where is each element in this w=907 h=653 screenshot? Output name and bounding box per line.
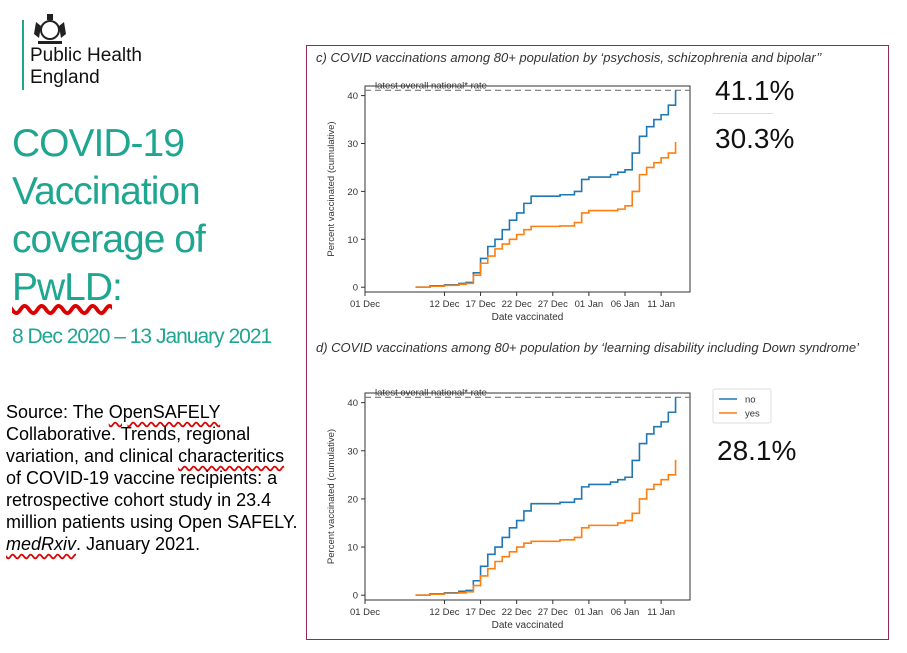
x-tick-label: 01 Jan <box>575 607 604 618</box>
source-t2: OpenSAFELY <box>108 402 221 422</box>
org-name: Public Health England <box>30 45 142 89</box>
phe-logo: Public Health England <box>8 8 178 90</box>
x-tick-label: 12 Dec <box>429 299 459 310</box>
x-tick-label: 17 Dec <box>466 299 496 310</box>
y-tick-label: 10 <box>347 543 358 554</box>
y-tick-label: 0 <box>353 283 358 294</box>
y-axis-label: Percent vaccinated (cumulative) <box>326 121 337 256</box>
x-axis-label: Date vaccinated <box>492 312 564 323</box>
callout-separator <box>713 113 773 114</box>
x-tick-label: 22 Dec <box>502 607 532 618</box>
series-line-yes <box>415 142 677 289</box>
series-line-no <box>415 90 677 289</box>
reference-line-label: latest overall national* rate <box>375 387 487 398</box>
x-tick-label: 01 Dec <box>350 607 380 618</box>
y-tick-label: 30 <box>347 446 358 457</box>
plot-area <box>364 85 691 293</box>
source-t5: of COVID-19 vaccine recipients: a retros… <box>6 468 298 532</box>
callout-c-no: 41.1% <box>715 75 795 106</box>
x-tick-label: 11 Jan <box>647 299 675 310</box>
org-line1: Public Health <box>30 45 142 66</box>
callout-d-yes: 28.1% <box>717 435 797 466</box>
y-tick-label: 20 <box>347 494 358 505</box>
chart-panel-1: 0 10 20 30 40 01 Dec 12 Dec 17 Dec 22 Dec 27 Dec 0… <box>326 387 772 631</box>
y-tick-label: 30 <box>347 139 358 150</box>
chart-panel-0: 0 10 20 30 40 01 Dec 12 Dec 17 Dec 22 Dec 27 Dec 0… <box>326 80 691 323</box>
plot-area <box>364 392 691 601</box>
date-range: 8 Dec 2020 – 13 January 2021 <box>12 325 272 348</box>
x-tick-label: 12 Dec <box>429 607 459 618</box>
x-tick-label: 06 Jan <box>611 299 640 310</box>
x-tick-label: 27 Dec <box>538 607 568 618</box>
source-t4: characteritics <box>178 446 285 466</box>
x-tick-label: 01 Dec <box>350 299 380 310</box>
source-t1: Source: The <box>6 402 109 422</box>
chart-c-title: c) COVID vaccinations among 80+ populati… <box>316 50 822 65</box>
title-part3: : <box>112 266 123 309</box>
legend-box <box>712 388 772 424</box>
org-line2: England <box>30 67 100 88</box>
logo-divider <box>22 20 24 90</box>
figure-frame <box>306 45 889 640</box>
royal-crest-icon <box>34 14 66 44</box>
y-tick-label: 40 <box>347 91 358 102</box>
reference-line-label: latest overall national* rate <box>375 80 487 91</box>
source-citation: Source: The OpenSAFELY Collaborative. Tr… <box>6 401 302 555</box>
legend-label-no: no <box>745 395 756 406</box>
x-tick-label: 01 Jan <box>575 299 604 310</box>
page-title: COVID-19 Vaccination coverage of PwLD: <box>12 120 292 312</box>
chart-d-title: d) COVID vaccinations among 80+ populati… <box>316 340 860 355</box>
source-t6: medRxiv <box>6 534 77 554</box>
x-tick-label: 06 Jan <box>611 607 640 618</box>
x-tick-label: 27 Dec <box>538 299 568 310</box>
x-axis-label: Date vaccinated <box>492 620 564 631</box>
chart-legend: no yes <box>712 388 772 424</box>
title-part2: PwLD <box>12 266 113 309</box>
source-t3: Collaborative. Trends, regional variatio… <box>6 424 251 466</box>
x-tick-label: 22 Dec <box>502 299 532 310</box>
y-tick-label: 20 <box>347 187 358 198</box>
x-tick-label: 17 Dec <box>466 607 496 618</box>
callout-c-yes: 30.3% <box>715 123 795 154</box>
legend-label-yes: yes <box>745 409 760 420</box>
source-t7: . January 2021. <box>76 534 201 554</box>
y-tick-label: 40 <box>347 398 358 409</box>
series-line-yes <box>415 459 677 596</box>
y-tick-label: 0 <box>353 591 358 602</box>
x-tick-label: 11 Jan <box>647 607 675 618</box>
series-line-no <box>415 397 677 596</box>
y-axis-label: Percent vaccinated (cumulative) <box>326 429 337 564</box>
title-part1: COVID-19 Vaccination coverage of <box>12 122 206 261</box>
y-tick-label: 10 <box>347 235 358 246</box>
